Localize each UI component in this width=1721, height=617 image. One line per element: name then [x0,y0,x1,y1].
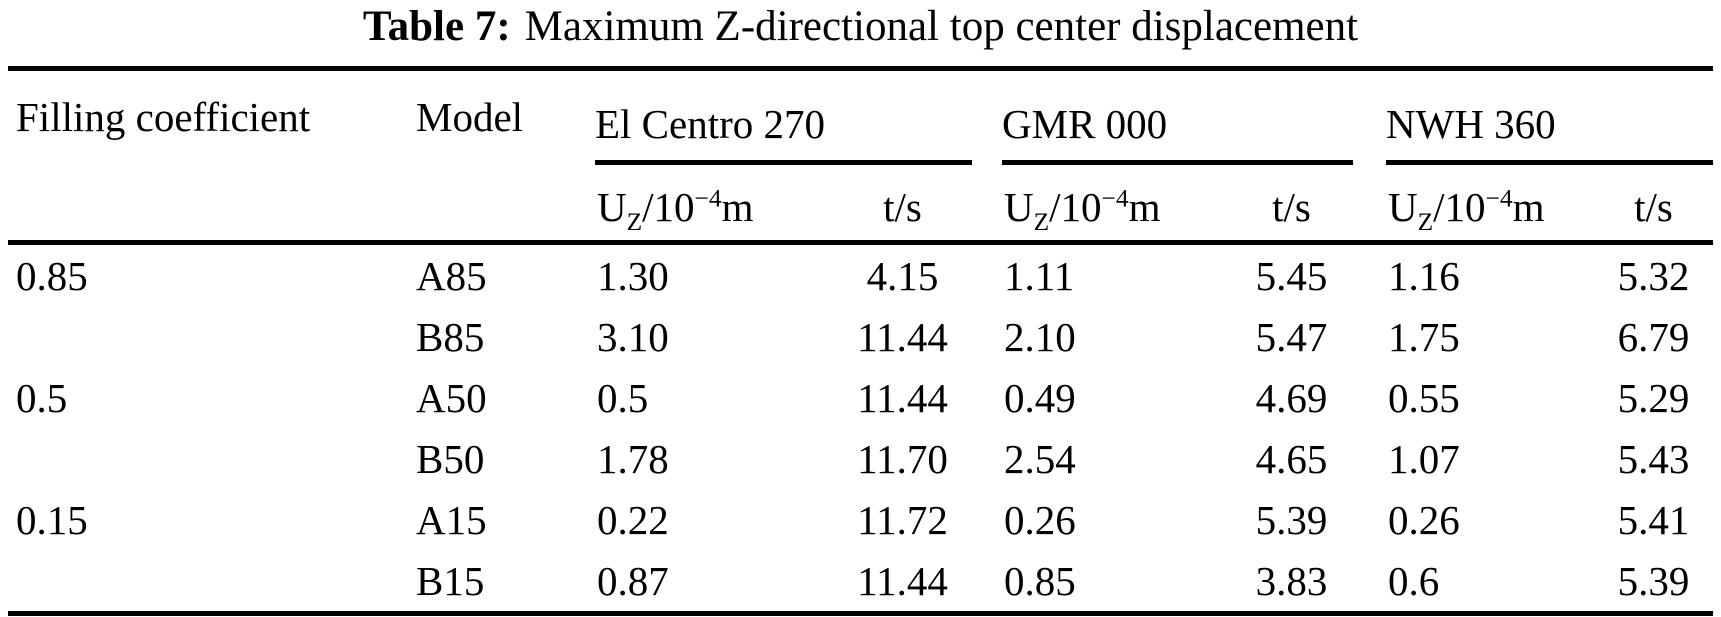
cell-filling: 0.15 [16,496,88,543]
column-gap [1353,243,1386,307]
cell-ts: 5.29 [1617,374,1690,421]
cell-uz: 2.54 [1004,435,1076,482]
cell-ts: 11.44 [857,374,948,421]
column-gap [972,428,1002,489]
cell-uz: 0.87 [597,557,669,604]
column-gap [1353,306,1386,367]
cell-filling [8,306,404,367]
table-row: B85 3.10 11.44 2.10 5.47 1.75 6.79 [8,306,1713,367]
subheader-ts-nwh: t/s [1594,162,1714,245]
table-row: 0.5 A50 0.5 11.44 0.49 4.69 0.55 5.29 [8,367,1713,428]
table-row: 0.85 A85 1.30 4.15 1.11 5.45 1.16 5.32 [8,243,1713,307]
cell-filling: 0.85 [16,252,88,299]
cell-uz: 1.30 [597,252,669,299]
cell-model: B50 [416,435,485,482]
cell-uz: 0.22 [597,496,669,543]
subheader-uz-el-centro: UZ/10−4m [595,162,833,245]
group-header-gmr-000: GMR 000 [1002,68,1354,165]
cell-uz: 0.85 [1004,557,1076,604]
column-gap [1353,489,1386,550]
table-caption-label: Table 7: [362,3,511,50]
column-gap [1353,428,1386,489]
cell-model: A15 [416,496,487,543]
subheader-ts-el-centro: t/s [833,162,972,245]
cell-ts: 4.65 [1255,435,1328,482]
column-gap [1353,68,1387,245]
table-row: B50 1.78 11.70 2.54 4.65 1.07 5.43 [8,428,1713,489]
cell-ts: 5.47 [1255,313,1328,360]
cell-ts: 11.70 [857,435,948,482]
cell-ts: 3.83 [1255,557,1328,604]
cell-uz: 0.26 [1388,496,1460,543]
cell-model: A50 [416,374,487,421]
cell-model: B15 [416,557,485,604]
cell-filling: 0.5 [16,374,68,421]
cell-uz: 1.16 [1388,252,1460,299]
cell-ts: 5.39 [1617,557,1690,604]
cell-uz: 0.26 [1004,496,1076,543]
group-header-el-centro-270: El Centro 270 [595,68,972,165]
uz-subscript: Z [626,208,643,237]
cell-uz: 0.5 [597,374,649,421]
uz-exponent: −4 [694,184,722,213]
column-gap [972,489,1002,550]
cell-model: B85 [416,313,485,360]
column-gap [1353,367,1386,428]
column-gap [972,243,1002,307]
subheader-ts-gmr: t/s [1230,162,1354,245]
cell-uz: 1.78 [597,435,669,482]
cell-ts: 5.43 [1617,435,1690,482]
column-gap [1353,550,1386,614]
uz-subscript: Z [1417,208,1434,237]
column-gap [972,306,1002,367]
displacement-table: Filling coefficient Model El Centro 270 … [8,66,1714,616]
header-filling-coefficient: Filling coefficient [8,68,404,245]
uz-exponent: −4 [1101,184,1129,213]
column-gap [972,68,1002,245]
cell-uz: 0.6 [1388,557,1440,604]
subheader-uz-gmr: UZ/10−4m [1002,162,1230,245]
cell-uz: 3.10 [597,313,669,360]
header-model: Model [404,68,595,245]
cell-uz: 0.49 [1004,374,1076,421]
column-gap [972,550,1002,614]
cell-model: A85 [416,252,487,299]
cell-uz: 1.75 [1388,313,1460,360]
group-header-nwh-360: NWH 360 [1386,68,1714,165]
cell-ts: 11.44 [857,557,948,604]
cell-uz: 1.07 [1388,435,1460,482]
table-row: B15 0.87 11.44 0.85 3.83 0.6 5.39 [8,550,1713,614]
cell-ts: 4.15 [866,252,939,299]
uz-exponent: −4 [1485,184,1513,213]
uz-subscript: Z [1033,208,1050,237]
column-gap [972,367,1002,428]
cell-ts: 11.44 [857,313,948,360]
cell-filling [8,428,404,489]
table-caption: Table 7: Maximum Z-directional top center… [0,2,1721,52]
table-row: 0.15 A15 0.22 11.72 0.26 5.39 0.26 5.41 [8,489,1713,550]
cell-ts: 5.32 [1617,252,1690,299]
cell-ts: 11.72 [857,496,948,543]
cell-ts: 5.41 [1617,496,1690,543]
cell-uz: 2.10 [1004,313,1076,360]
cell-ts: 5.45 [1255,252,1328,299]
cell-ts: 4.69 [1255,374,1328,421]
cell-uz: 1.11 [1004,252,1075,299]
cell-uz: 0.55 [1388,374,1460,421]
cell-ts: 5.39 [1255,496,1328,543]
cell-ts: 6.79 [1617,313,1690,360]
subheader-uz-nwh: UZ/10−4m [1386,162,1595,245]
cell-filling [8,550,404,614]
table-caption-text: Maximum Z-directional top center displac… [524,3,1359,50]
